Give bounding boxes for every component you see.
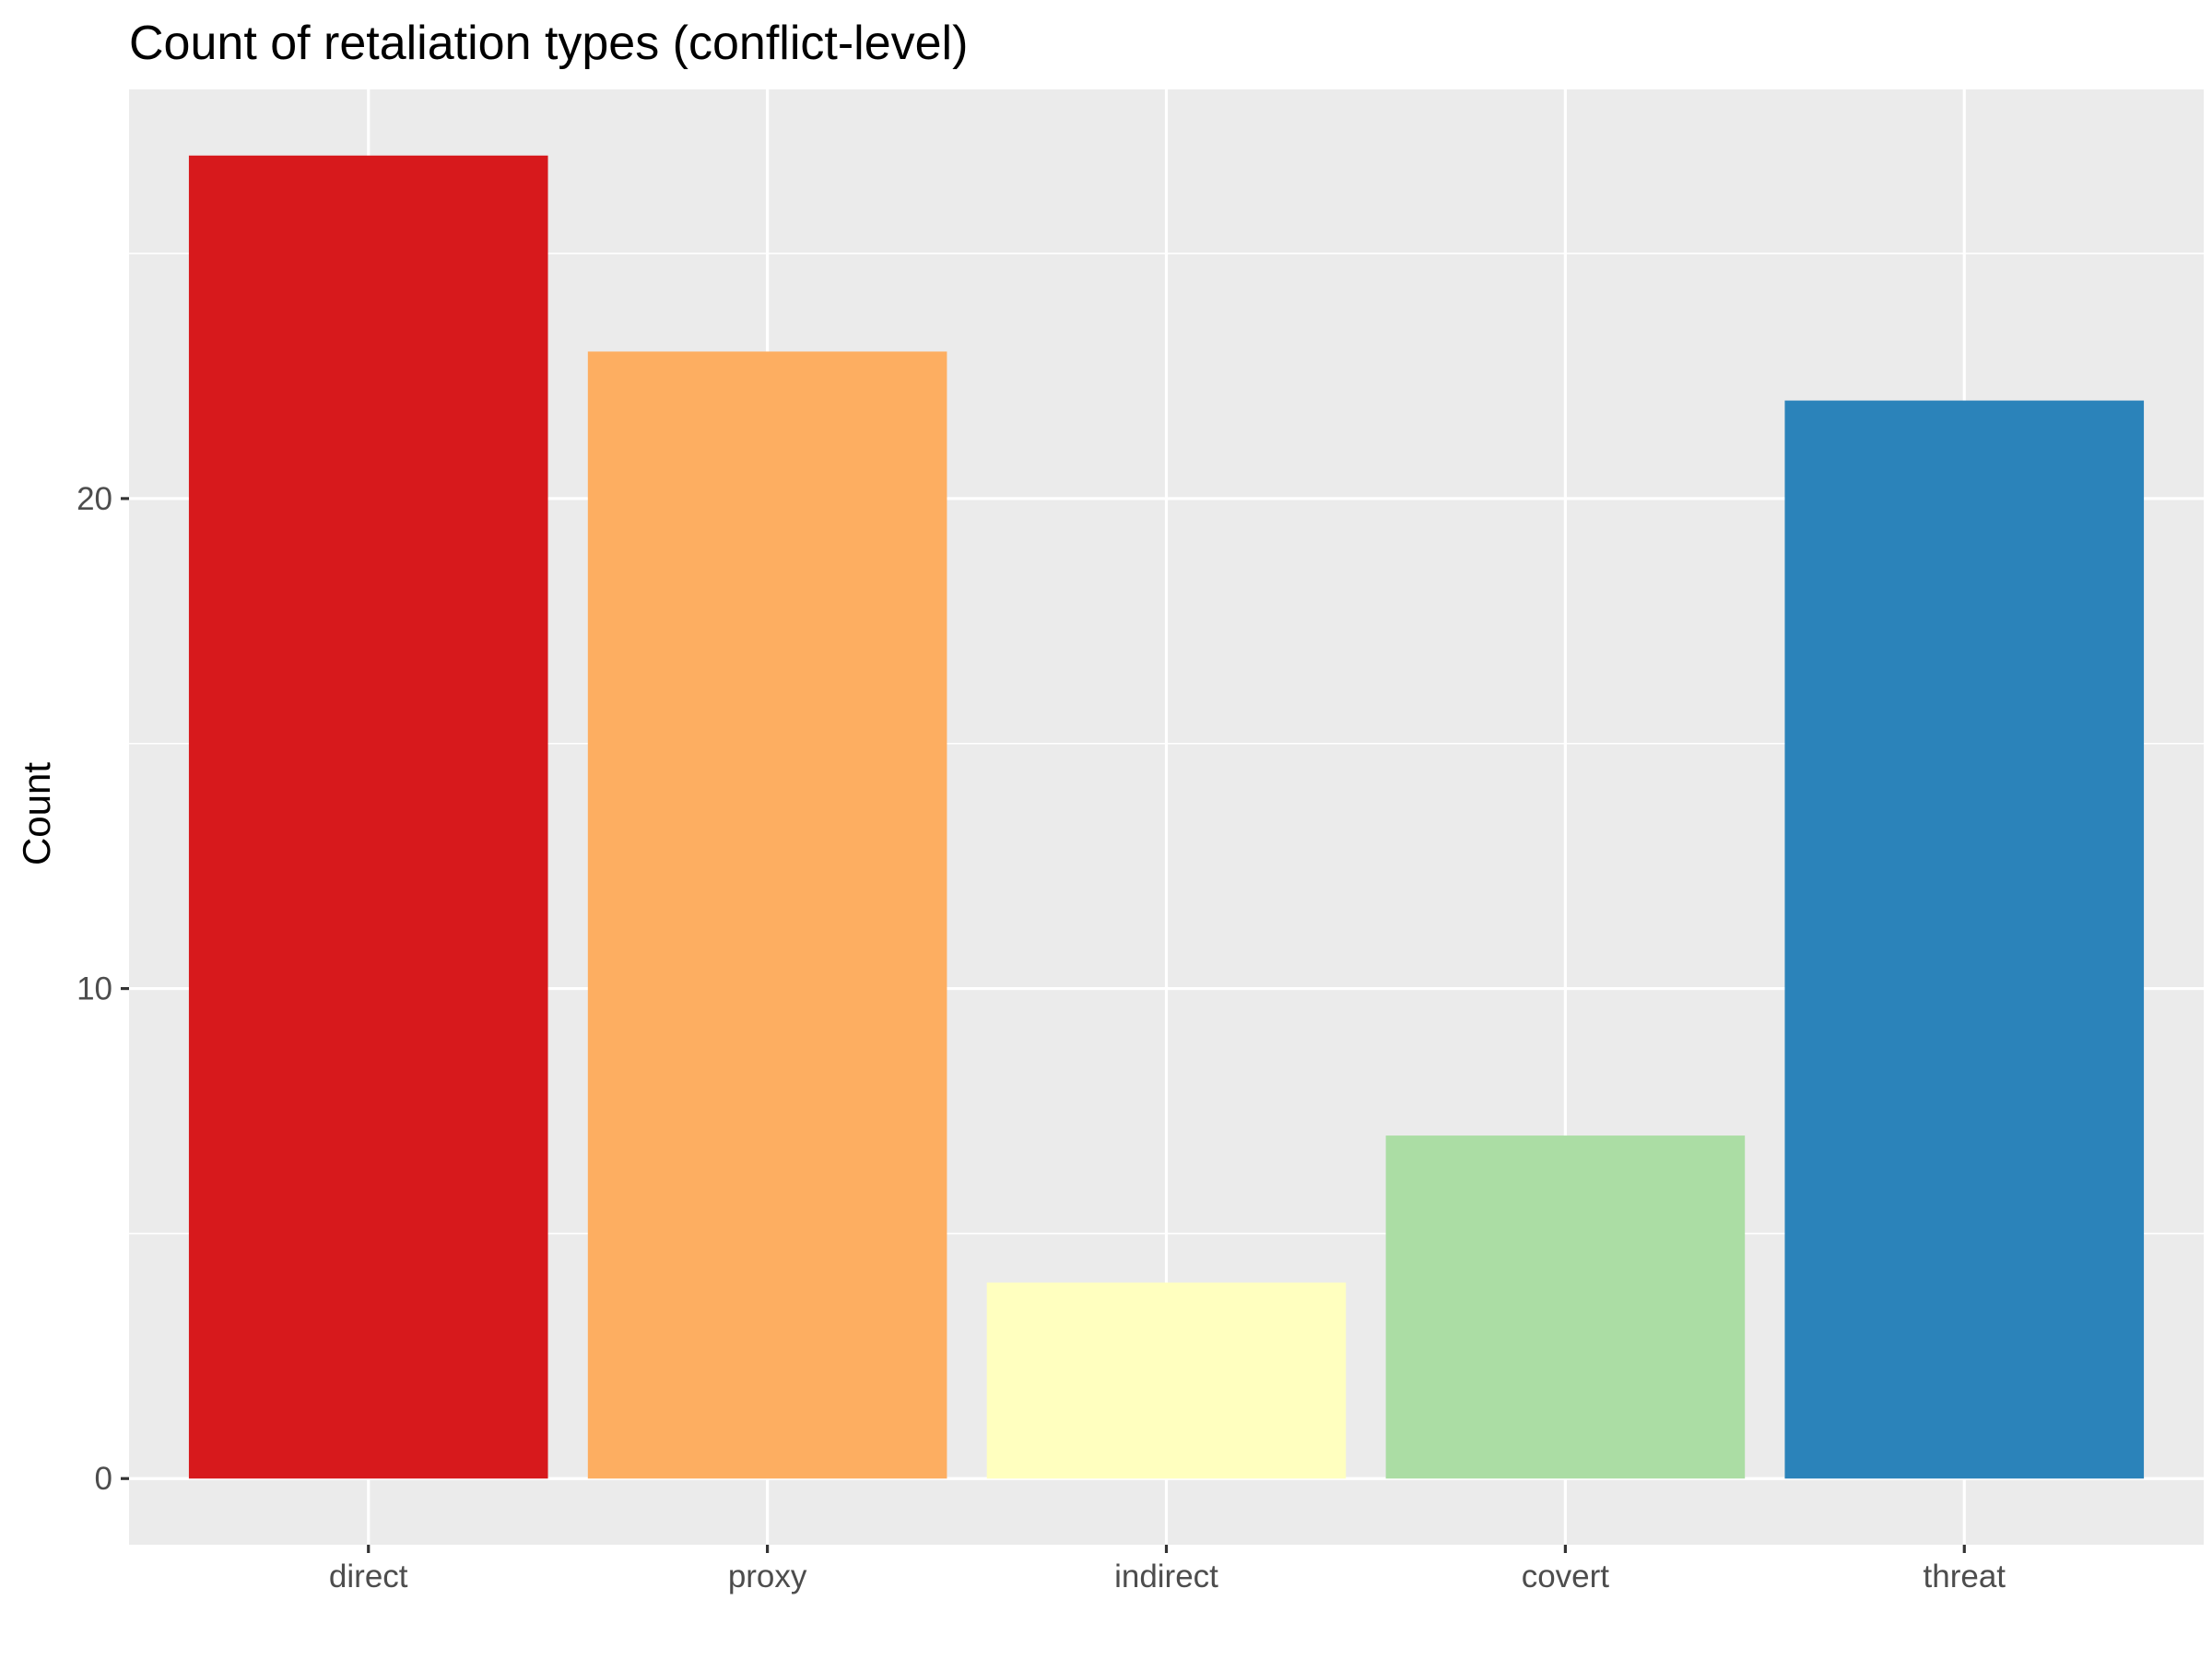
bar-proxy <box>587 351 947 1479</box>
bar-covert <box>1385 1135 1746 1479</box>
bar-direct <box>188 155 548 1479</box>
x-axis: direct proxy indirect covert threat <box>329 1545 2006 1594</box>
x-tick-label-proxy: proxy <box>728 1559 807 1594</box>
bar-threat <box>1784 400 2145 1479</box>
x-tick-label-threat: threat <box>1924 1559 2006 1594</box>
y-axis: 0 10 20 <box>76 481 129 1497</box>
y-tick-label: 0 <box>95 1461 112 1497</box>
bars <box>188 155 2145 1479</box>
x-tick-label-direct: direct <box>329 1559 408 1594</box>
y-tick-label: 20 <box>76 481 112 517</box>
chart-title: Count of retaliation types (conflict-lev… <box>129 17 968 70</box>
y-axis-title: Count <box>15 762 58 865</box>
x-tick-label-covert: covert <box>1522 1559 1610 1594</box>
y-tick-label: 10 <box>76 971 112 1007</box>
x-tick-label-indirect: indirect <box>1114 1559 1218 1594</box>
bar-indirect <box>986 1282 1347 1479</box>
